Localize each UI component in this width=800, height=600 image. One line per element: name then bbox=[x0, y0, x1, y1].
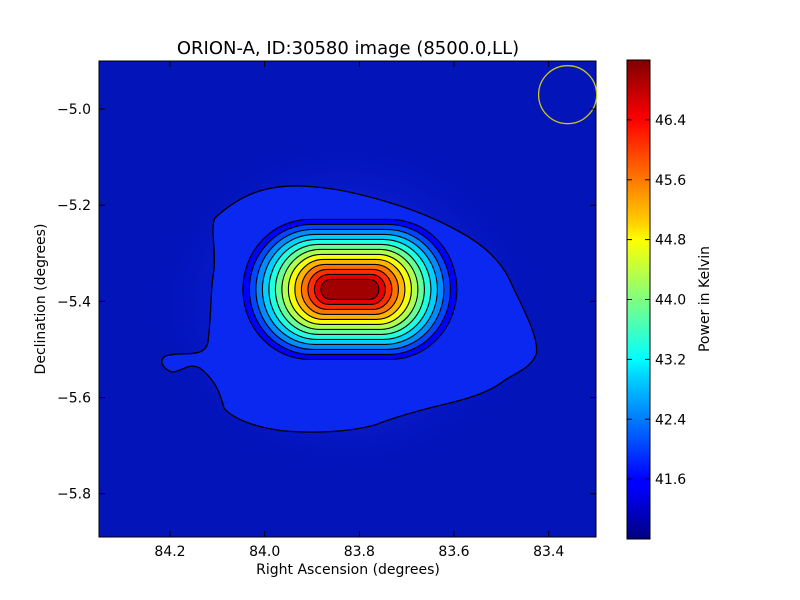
colorbar-tick-label: 41.6 bbox=[655, 472, 686, 488]
y-axis-label: Declination (degrees) bbox=[33, 224, 49, 375]
y-axis: −5.0 −5.2 −5.4 −5.6 −5.8 bbox=[57, 102, 596, 503]
x-axis-label: Right Ascension (degrees) bbox=[256, 562, 440, 578]
x-tick-label: 84.2 bbox=[154, 544, 185, 560]
colorbar-tick-label: 44.0 bbox=[655, 293, 686, 309]
x-tick-label: 83.4 bbox=[533, 544, 564, 560]
x-tick-label: 83.8 bbox=[344, 544, 375, 560]
y-tick-label: −5.2 bbox=[57, 198, 91, 214]
colorbar-label: Power in Kelvin bbox=[697, 246, 713, 352]
colorbar-tick-label: 42.4 bbox=[655, 412, 686, 428]
colorbar-tick-label: 44.8 bbox=[655, 233, 686, 249]
contour-level bbox=[320, 278, 380, 300]
y-tick-label: −5.8 bbox=[57, 487, 91, 503]
heatmap-layer bbox=[135, 120, 555, 490]
beam-circle bbox=[537, 65, 598, 125]
colorbar-tick-label: 46.4 bbox=[655, 113, 686, 129]
colorbar-tick-label: 45.6 bbox=[655, 173, 686, 189]
x-tick-label: 83.6 bbox=[438, 544, 469, 560]
y-tick-label: −5.6 bbox=[57, 391, 91, 407]
source-core bbox=[242, 218, 458, 360]
plot-frame bbox=[98, 60, 597, 538]
x-tick-label: 84.0 bbox=[249, 544, 280, 560]
colorbar-tick-label: 43.2 bbox=[655, 352, 686, 368]
y-tick-label: −5.4 bbox=[57, 294, 91, 310]
x-axis: 84.2 84.0 83.8 83.6 83.4 bbox=[154, 61, 564, 560]
colorbar bbox=[627, 60, 650, 539]
chart-title: ORION-A, ID:30580 image (8500.0,LL) bbox=[177, 38, 519, 59]
y-tick-label: −5.0 bbox=[57, 102, 91, 118]
colorbar-axis: 41.6 42.4 43.2 44.0 44.8 45.6 46.4 bbox=[627, 113, 686, 488]
